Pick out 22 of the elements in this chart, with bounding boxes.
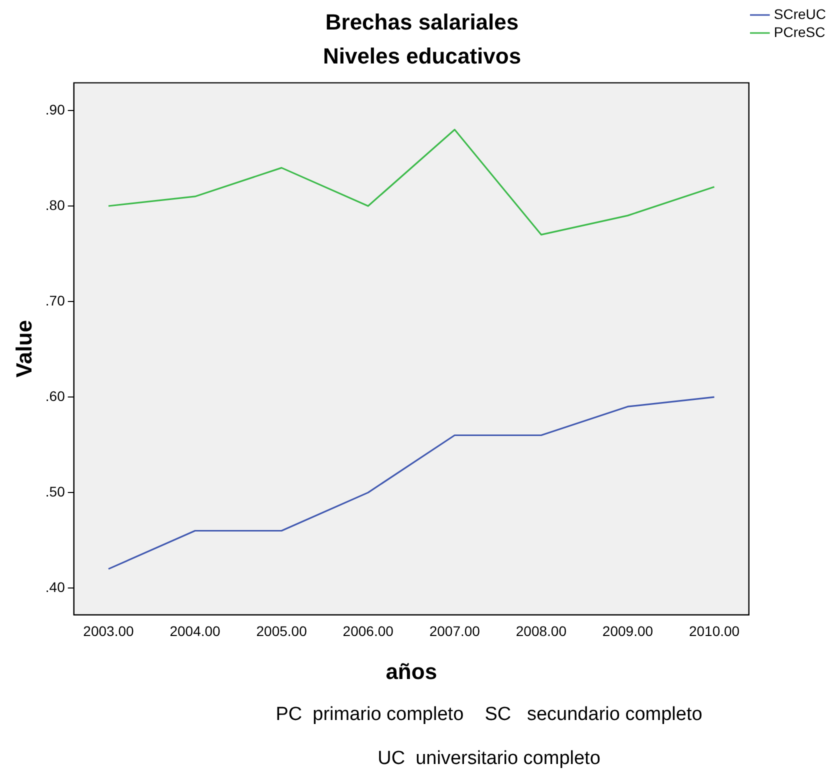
x-tick-label: 2005.00 bbox=[256, 623, 308, 640]
y-tick-label: .80 bbox=[45, 196, 66, 213]
legend-label: PCreSC bbox=[774, 24, 826, 40]
x-axis-title: años bbox=[386, 658, 438, 684]
y-axis-title: Value bbox=[11, 320, 36, 378]
y-tick-label: .70 bbox=[45, 292, 66, 308]
x-tick-label: 2004.00 bbox=[170, 623, 221, 640]
y-tick-label: .50 bbox=[45, 483, 66, 500]
x-tick-label: 2009.00 bbox=[602, 623, 654, 640]
chart-subtitle: Niveles educativos bbox=[322, 44, 522, 69]
text: UC universitario completo bbox=[376, 748, 602, 771]
x-tick-label: 2008.00 bbox=[516, 623, 567, 640]
y-tick-label: .90 bbox=[45, 101, 66, 118]
y-tick-label: .40 bbox=[45, 578, 66, 595]
x-tick-label: 2010.00 bbox=[688, 623, 740, 640]
chart-title: Brechas salariales bbox=[325, 9, 519, 34]
x-tick-label: 2006.00 bbox=[342, 623, 394, 640]
text: PC primario completo SC secundario completo bbox=[274, 704, 704, 727]
legend-label: SCreUC bbox=[774, 6, 826, 22]
x-tick-label: 2007.00 bbox=[429, 623, 480, 640]
x-tick-label: 2003.00 bbox=[83, 623, 134, 640]
y-tick-label: .60 bbox=[45, 388, 66, 404]
